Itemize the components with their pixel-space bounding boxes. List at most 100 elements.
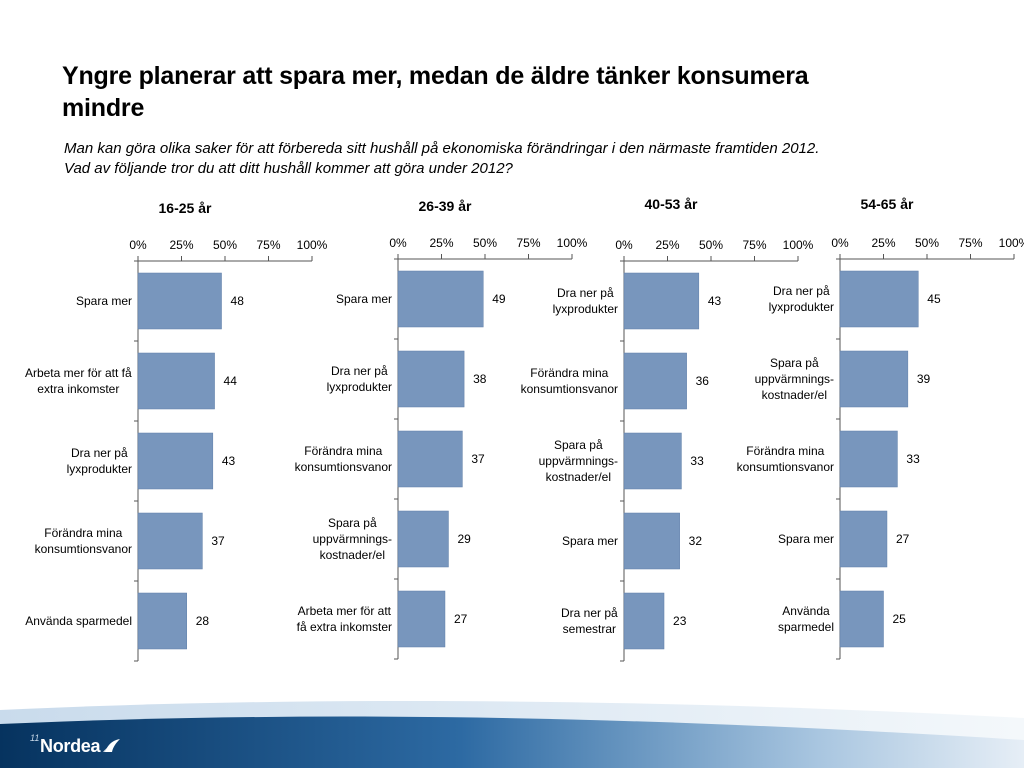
x-tick-label: 100% — [999, 236, 1024, 250]
category-label-line: Dra ner på — [71, 446, 128, 460]
x-tick-label: 25% — [871, 236, 895, 250]
data-label: 39 — [917, 372, 931, 386]
category-label-line: Förändra mina — [304, 444, 382, 458]
category-label: Dra ner på semestrar — [561, 606, 618, 636]
data-label: 32 — [689, 534, 703, 548]
x-tick-label: 0% — [389, 236, 407, 250]
category-label-line: Arbeta mer för att — [298, 604, 392, 618]
data-label: 43 — [708, 294, 722, 308]
category-label: Spara på uppvärmnings-kostnader/el — [313, 516, 392, 562]
category-label-line: Använda — [782, 604, 830, 618]
footer-wave-dark — [0, 716, 1024, 768]
category-label: Spara mer — [336, 292, 392, 306]
category-label: Spara mer — [76, 294, 132, 308]
x-tick-label: 50% — [915, 236, 939, 250]
category-label-line: få extra inkomster — [297, 620, 392, 634]
x-tick-label: 50% — [473, 236, 497, 250]
data-label: 48 — [231, 294, 245, 308]
bar — [839, 510, 888, 568]
bar — [137, 352, 215, 410]
data-label: 49 — [492, 292, 506, 306]
category-label-line: Använda sparmedel — [25, 614, 132, 628]
bar — [397, 430, 463, 488]
logo-text: Nordea — [40, 735, 101, 756]
x-tick-label: 25% — [429, 236, 453, 250]
bar — [839, 270, 919, 328]
data-label: 44 — [224, 374, 238, 388]
data-label: 36 — [696, 374, 710, 388]
category-label: Dra ner på lyxprodukter — [327, 364, 392, 394]
category-label-line: kostnader/el — [546, 470, 611, 484]
bar — [839, 350, 909, 408]
bar — [397, 350, 465, 408]
category-label-line: Dra ner på — [773, 284, 830, 298]
category-label-line: konsumtionsvanor — [521, 382, 618, 396]
data-label: 38 — [473, 372, 487, 386]
data-label: 37 — [471, 452, 485, 466]
category-label-line: uppvärmnings- — [755, 372, 834, 386]
data-label: 23 — [673, 614, 687, 628]
category-label: Dra ner på lyxprodukter — [553, 286, 618, 316]
slide-title: Yngre planerar att spara mer, medan de ä… — [62, 62, 809, 122]
slide-subtitle: Man kan göra olika saker för att förbere… — [64, 140, 820, 177]
category-label-line: uppvärmnings- — [539, 454, 618, 468]
category-label-line: Arbeta mer för att få — [25, 366, 132, 380]
data-label: 33 — [690, 454, 704, 468]
category-label: Dra ner på lyxprodukter — [67, 446, 132, 476]
category-label-line: Spara på — [770, 356, 819, 370]
category-label-line: Förändra mina — [44, 526, 122, 540]
chart-title: 40-53 år — [645, 196, 698, 212]
category-label-line: uppvärmnings- — [313, 532, 392, 546]
category-label-line: kostnader/el — [320, 548, 385, 562]
category-label-line: konsumtionsvanor — [737, 460, 834, 474]
data-label: 43 — [222, 454, 236, 468]
category-label-line: Spara på — [328, 516, 377, 530]
nordea-logo: Nordea — [40, 733, 121, 759]
category-label: Spara mer — [778, 532, 834, 546]
category-label: Arbeta mer för att få extra inkomster — [297, 604, 392, 634]
x-tick-label: 0% — [615, 238, 633, 252]
bar — [623, 592, 665, 650]
category-label-line: Förändra mina — [746, 444, 824, 458]
category-label: Spara mer — [562, 534, 618, 548]
data-label: 45 — [927, 292, 941, 306]
category-label: Spara på uppvärmnings-kostnader/el — [539, 438, 618, 484]
x-tick-label: 75% — [958, 236, 982, 250]
x-tick-label: 25% — [655, 238, 679, 252]
nordea-sail-icon — [103, 739, 121, 752]
category-label-line: Spara mer — [76, 294, 132, 308]
bar — [623, 432, 682, 490]
data-label: 29 — [457, 532, 471, 546]
category-label-line: kostnader/el — [762, 388, 827, 402]
x-tick-label: 25% — [169, 238, 193, 252]
category-label-line: Spara mer — [336, 292, 392, 306]
bar — [397, 590, 446, 648]
bar — [137, 432, 214, 490]
category-label-line: lyxprodukter — [67, 462, 132, 476]
page-number: 11 — [30, 733, 40, 743]
category-label: Förändra mina konsumtionsvanor — [521, 366, 618, 396]
bar — [623, 272, 700, 330]
category-label-line: semestrar — [563, 622, 616, 636]
category-label-line: Dra ner på — [561, 606, 618, 620]
bar — [839, 430, 898, 488]
x-tick-label: 75% — [516, 236, 540, 250]
bar — [623, 352, 687, 410]
data-label: 37 — [211, 534, 225, 548]
x-tick-label: 100% — [557, 236, 588, 250]
category-label: Använda sparmedel — [25, 614, 132, 628]
bar — [397, 270, 484, 328]
category-label: Förändra mina konsumtionsvanor — [295, 444, 392, 474]
x-tick-label: 0% — [129, 238, 147, 252]
chart-title: 26-39 år — [419, 198, 472, 214]
x-tick-label: 100% — [783, 238, 814, 252]
data-label: 33 — [906, 452, 920, 466]
category-label: Arbeta mer för att få extra inkomster — [25, 366, 132, 396]
bar — [137, 272, 222, 330]
category-label: Spara på uppvärmnings-kostnader/el — [755, 356, 834, 402]
category-label-line: lyxprodukter — [769, 300, 834, 314]
chart-title: 54-65 år — [861, 196, 914, 212]
category-label-line: Dra ner på — [557, 286, 614, 300]
x-tick-label: 50% — [699, 238, 723, 252]
category-label-line: sparmedel — [778, 620, 834, 634]
